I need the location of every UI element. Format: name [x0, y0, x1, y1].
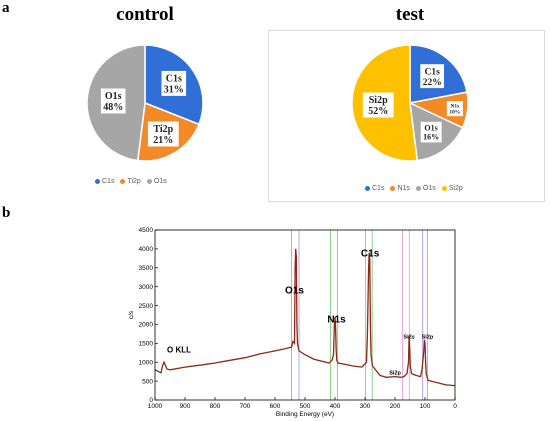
x-tick-label: 900	[180, 403, 191, 410]
pie-slice-label: Si2p	[369, 95, 388, 106]
peak-annotation: Si2p	[422, 334, 434, 340]
y-tick-label: 2500	[139, 303, 154, 310]
legend-label: C1s	[102, 178, 115, 185]
y-tick-label: 500	[142, 378, 153, 385]
y-tick-label: 3500	[139, 265, 154, 272]
pie-slice-label: C1s	[425, 67, 441, 77]
pie-label-box	[446, 101, 463, 117]
peak-annotation: Si2p	[389, 370, 401, 376]
pie-slice-label: 22%	[423, 78, 442, 88]
legend-item-c1s: C1s	[365, 185, 384, 192]
x-tick-label: 400	[330, 403, 341, 410]
xps-spectrum-line	[154, 248, 456, 387]
y-tick-label: 4000	[139, 246, 154, 253]
legend-label: N1s	[397, 185, 410, 192]
x-tick-label: 0	[453, 403, 457, 410]
pie-label-box	[147, 121, 179, 147]
test-pie-title: test	[395, 4, 425, 25]
x-tick-label: 500	[300, 403, 311, 410]
pie-slice-label: N1s	[450, 104, 459, 110]
legend-label: C1s	[372, 185, 385, 192]
test-pie-legend: C1s N1s O1s Si2p	[365, 185, 515, 192]
pie-label-box	[362, 92, 394, 118]
pie-slice-label: 21%	[153, 135, 173, 146]
x-tick-label: 800	[210, 403, 221, 410]
x-tick-label: 1000	[148, 403, 163, 410]
y-tick-label: 0	[149, 397, 153, 404]
peak-annotation: O1s	[285, 285, 304, 296]
y-tick-label: 1000	[139, 359, 154, 366]
legend-label: Ti2p	[127, 178, 141, 185]
pie-label-box	[161, 70, 187, 96]
y-tick-label: 3000	[139, 284, 154, 291]
legend-swatch	[415, 185, 421, 191]
legend-item-o1s: O1s	[415, 185, 436, 192]
pie-label-box	[420, 64, 444, 89]
legend-item-si2p: Si2p	[441, 185, 463, 192]
legend-item-n1s: N1s	[390, 185, 410, 192]
control-pie-legend: C1s Ti2p O1s	[95, 178, 215, 185]
pie-slice-label: O1s	[105, 91, 122, 102]
y-axis-label: c/s	[128, 310, 135, 319]
panel-b-letter: b	[2, 205, 11, 221]
pie-slice-label: O1s	[424, 124, 437, 133]
pie-slice-label: Ti2p	[153, 124, 173, 135]
x-tick-label: 600	[270, 403, 281, 410]
legend-swatch	[390, 185, 396, 191]
legend-item-ti2p: Ti2p	[120, 178, 141, 185]
x-tick-label: 100	[420, 403, 431, 410]
peak-annotation: Si2s	[403, 334, 414, 340]
legend-swatch	[441, 185, 447, 191]
pie-slice-label: 52%	[368, 106, 388, 117]
x-axis-label: Binding Energy (eV)	[276, 411, 334, 418]
legend-swatch	[146, 178, 152, 184]
pie-slice-label: C1s	[166, 74, 182, 85]
x-tick-label: 300	[360, 403, 371, 410]
pie-slice-label: 10%	[449, 110, 460, 116]
peak-annotation: C1s	[361, 248, 380, 259]
test-chart-frame	[268, 30, 545, 202]
legend-swatch	[365, 185, 370, 191]
legend-label: Si2p	[448, 185, 463, 192]
x-tick-label: 200	[390, 403, 401, 410]
legend-item-o1s: O1s	[146, 178, 167, 185]
pie-label-box	[100, 88, 126, 114]
pie-label-box	[420, 121, 442, 143]
peak-annotation: N1s	[327, 315, 346, 326]
legend-swatch	[120, 178, 126, 184]
control-pie-title: control	[116, 4, 174, 25]
pie-slice-label: 31%	[164, 85, 184, 96]
pie-slice-label: 48%	[103, 102, 123, 113]
legend-item-c1s: C1s	[95, 178, 114, 185]
legend-label: O1s	[422, 185, 436, 192]
y-tick-label: 2000	[139, 322, 154, 329]
y-tick-label: 4500	[139, 227, 154, 234]
x-tick-label: 700	[240, 403, 251, 410]
pie-slice-label: 16%	[423, 132, 439, 141]
y-tick-label: 1500	[139, 341, 154, 348]
plot-frame	[154, 229, 456, 401]
legend-label: O1s	[153, 178, 167, 185]
peak-annotation: O KLL	[167, 345, 191, 354]
legend-swatch	[95, 178, 100, 184]
xps-spectrum-chart: 1000 900 800 700 600 500 400 300 200 100 005001000…	[128, 227, 457, 418]
panel-a-letter: a	[2, 0, 10, 16]
